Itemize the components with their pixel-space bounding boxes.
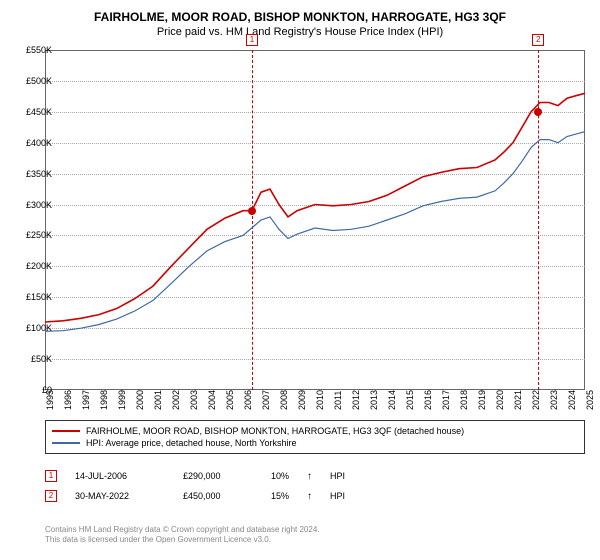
x-axis-label: 2005 xyxy=(225,390,235,410)
chart-title: FAIRHOLME, MOOR ROAD, BISHOP MONKTON, HA… xyxy=(0,0,600,24)
x-axis-label: 2019 xyxy=(477,390,487,410)
x-axis-label: 2024 xyxy=(567,390,577,410)
x-axis-label: 2007 xyxy=(261,390,271,410)
x-axis-label: 2010 xyxy=(315,390,325,410)
sale-price-1: £290,000 xyxy=(183,471,253,481)
x-axis-label: 2017 xyxy=(441,390,451,410)
x-axis-label: 1997 xyxy=(81,390,91,410)
sale-dot-2 xyxy=(534,108,542,116)
marker-box-2: 2 xyxy=(532,34,544,46)
y-axis-label: £500K xyxy=(26,76,52,86)
x-axis-label: 2016 xyxy=(423,390,433,410)
marker-box-1: 1 xyxy=(246,34,258,46)
footer-line-2: This data is licensed under the Open Gov… xyxy=(45,535,585,545)
y-axis-label: £400K xyxy=(26,138,52,148)
legend-item-property: FAIRHOLME, MOOR ROAD, BISHOP MONKTON, HA… xyxy=(52,425,578,437)
arrow-up-icon: ↑ xyxy=(307,491,312,502)
y-axis-label: £0 xyxy=(42,385,52,395)
sale-date-1: 14-JUL-2006 xyxy=(75,471,165,481)
sale-row-1: 1 14-JUL-2006 £290,000 10% ↑ HPI xyxy=(45,470,585,482)
series-line xyxy=(45,132,585,332)
sale-row-2: 2 30-MAY-2022 £450,000 15% ↑ HPI xyxy=(45,490,585,502)
sale-dot-1 xyxy=(248,207,256,215)
sale-hpi-label-1: HPI xyxy=(330,471,345,481)
y-axis-label: £100K xyxy=(26,323,52,333)
y-axis-label: £250K xyxy=(26,230,52,240)
legend-label-hpi: HPI: Average price, detached house, Nort… xyxy=(86,438,296,448)
sale-hpi-label-2: HPI xyxy=(330,491,345,501)
x-axis-label: 2008 xyxy=(279,390,289,410)
y-axis-label: £300K xyxy=(26,200,52,210)
chart-container: FAIRHOLME, MOOR ROAD, BISHOP MONKTON, HA… xyxy=(0,0,600,560)
sale-marker-1: 1 xyxy=(45,470,57,482)
y-axis-label: £550K xyxy=(26,45,52,55)
chart-subtitle: Price paid vs. HM Land Registry's House … xyxy=(0,24,600,38)
sale-pct-2: 15% xyxy=(271,491,289,501)
sale-price-2: £450,000 xyxy=(183,491,253,501)
x-axis-label: 2022 xyxy=(531,390,541,410)
y-axis-label: £150K xyxy=(26,292,52,302)
x-axis-label: 2009 xyxy=(297,390,307,410)
x-axis-label: 2003 xyxy=(189,390,199,410)
x-axis-label: 2025 xyxy=(585,390,595,410)
x-axis-label: 2001 xyxy=(153,390,163,410)
x-axis-label: 2011 xyxy=(333,391,343,410)
x-axis-label: 2000 xyxy=(135,390,145,410)
arrow-up-icon: ↑ xyxy=(307,471,312,482)
sale-pct-1: 10% xyxy=(271,471,289,481)
footer-line-1: Contains HM Land Registry data © Crown c… xyxy=(45,525,585,535)
x-axis-label: 1998 xyxy=(99,390,109,410)
x-axis-label: 2021 xyxy=(513,390,523,410)
x-axis-label: 2023 xyxy=(549,390,559,410)
x-axis-label: 2014 xyxy=(387,390,397,410)
x-axis-label: 2015 xyxy=(405,390,415,410)
chart-lines xyxy=(45,50,585,390)
plot-area: 1995199619971998199920002001200220032004… xyxy=(45,50,585,390)
series-line xyxy=(45,93,585,322)
legend: FAIRHOLME, MOOR ROAD, BISHOP MONKTON, HA… xyxy=(45,420,585,454)
legend-item-hpi: HPI: Average price, detached house, Nort… xyxy=(52,437,578,449)
x-axis-label: 2004 xyxy=(207,390,217,410)
x-axis-label: 2018 xyxy=(459,390,469,410)
x-axis-label: 1996 xyxy=(63,390,73,410)
sale-marker-2: 2 xyxy=(45,490,57,502)
x-axis-label: 2012 xyxy=(351,390,361,410)
y-axis-label: £350K xyxy=(26,169,52,179)
y-axis-label: £450K xyxy=(26,107,52,117)
x-axis-label: 2002 xyxy=(171,390,181,410)
sale-date-2: 30-MAY-2022 xyxy=(75,491,165,501)
x-axis-label: 2020 xyxy=(495,390,505,410)
legend-swatch-hpi xyxy=(52,442,80,444)
x-axis-label: 1999 xyxy=(117,390,127,410)
legend-swatch-property xyxy=(52,430,80,432)
x-axis-label: 2006 xyxy=(243,390,253,410)
y-axis-label: £50K xyxy=(31,354,52,364)
x-axis-label: 2013 xyxy=(369,390,379,410)
y-axis-label: £200K xyxy=(26,261,52,271)
legend-label-property: FAIRHOLME, MOOR ROAD, BISHOP MONKTON, HA… xyxy=(86,426,464,436)
footer: Contains HM Land Registry data © Crown c… xyxy=(45,525,585,546)
